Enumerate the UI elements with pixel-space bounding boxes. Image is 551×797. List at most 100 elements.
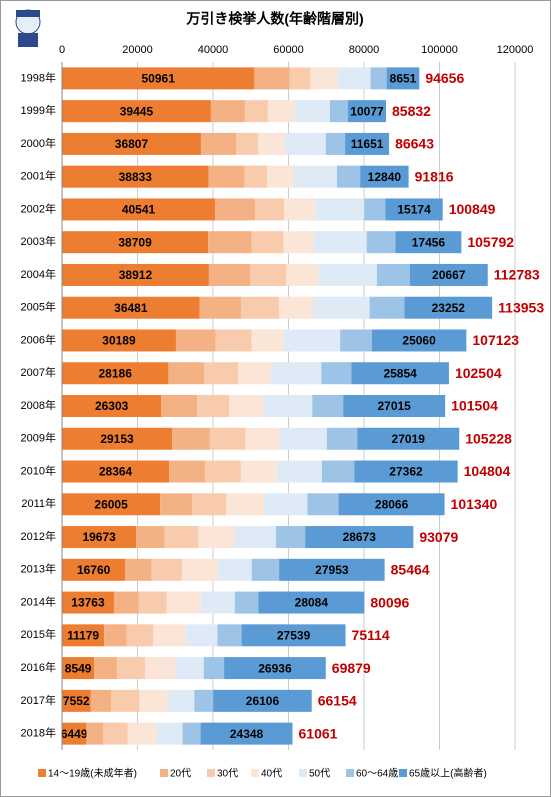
- bar-segment: [321, 362, 352, 385]
- bar-segment: [127, 722, 157, 745]
- y-tick-label: 2015年: [21, 627, 56, 641]
- bar-segment: [409, 263, 488, 286]
- total-label: 100849: [449, 201, 496, 217]
- bar-segment: [376, 263, 410, 286]
- total-label: 85832: [392, 103, 431, 119]
- bar-segment: [62, 526, 137, 549]
- x-tick-label: 80000: [349, 44, 380, 56]
- data-label: 23252: [432, 301, 466, 315]
- bar-segment: [204, 460, 241, 483]
- bar-segment: [258, 591, 365, 614]
- y-tick-label: 2008年: [21, 398, 56, 412]
- data-label: 10077: [350, 104, 384, 118]
- bar-segment: [103, 722, 128, 745]
- bar-segment: [257, 132, 285, 155]
- bar-segment: [208, 231, 252, 254]
- data-label: 36481: [114, 301, 148, 315]
- bar-segment: [360, 165, 409, 188]
- bar-segment: [278, 296, 313, 319]
- data-label: 13763: [71, 596, 105, 610]
- total-label: 104804: [464, 463, 511, 479]
- bar-segment: [395, 231, 462, 254]
- bar-segment: [138, 591, 167, 614]
- bar-segment: [236, 132, 258, 155]
- y-tick-label: 2009年: [21, 431, 56, 445]
- bar-segment: [312, 296, 370, 319]
- bar-segment: [161, 395, 198, 417]
- bar-segment: [156, 722, 183, 745]
- chart-title: 万引き検挙人数(年齢階層別): [185, 11, 363, 27]
- bar-segment: [318, 263, 377, 286]
- data-label: 24348: [230, 727, 264, 741]
- bar-segment: [200, 722, 293, 745]
- y-tick-label: 2017年: [21, 693, 56, 707]
- bar-segment: [305, 526, 414, 549]
- data-label: 25060: [402, 334, 436, 348]
- y-tick-label: 2002年: [21, 201, 56, 215]
- data-label: 7552: [63, 694, 90, 708]
- bar-segment: [62, 493, 161, 516]
- bar-segment: [62, 329, 176, 352]
- bar-segment: [267, 165, 294, 188]
- bar-segment: [86, 722, 104, 745]
- bar-segment: [169, 460, 205, 483]
- bar-segment: [351, 362, 449, 385]
- bar-segment: [284, 198, 316, 221]
- y-tick-label: 2000年: [21, 136, 56, 150]
- data-label: 8651: [390, 72, 417, 86]
- data-label: 36807: [115, 137, 149, 151]
- bar-segment: [62, 427, 173, 450]
- total-label: 69879: [332, 660, 371, 676]
- bar-segment: [284, 132, 326, 155]
- legend-label: 14～19歳(未成年者): [48, 767, 137, 780]
- bar-segment: [404, 296, 493, 319]
- total-label: 66154: [318, 693, 357, 709]
- data-label: 50961: [142, 72, 176, 86]
- bar-segment: [234, 526, 276, 549]
- bar-segment: [279, 558, 385, 581]
- bar-segment: [234, 591, 259, 614]
- bar-segment: [210, 100, 245, 123]
- bar-segment: [347, 100, 387, 123]
- bar-segment: [315, 198, 365, 221]
- total-label: 93079: [419, 529, 458, 545]
- legend-label: 50代: [309, 768, 330, 780]
- total-label: 75114: [352, 627, 390, 643]
- data-label: 26303: [95, 399, 129, 413]
- legend-swatch: [160, 769, 168, 777]
- bar-segment: [369, 296, 405, 319]
- y-tick-label: 2006年: [21, 332, 56, 346]
- bar-segment: [283, 329, 341, 352]
- data-label: 26005: [94, 497, 128, 511]
- bar-segment: [276, 460, 322, 483]
- y-tick-label: 2012年: [21, 529, 56, 543]
- y-tick-label: 2018年: [21, 726, 56, 740]
- data-label: 38912: [119, 268, 153, 282]
- data-label: 27362: [389, 465, 423, 479]
- bar-segment: [270, 362, 322, 385]
- data-label: 15174: [397, 203, 431, 217]
- total-label: 113953: [498, 299, 544, 315]
- bar-segment: [167, 689, 195, 712]
- bar-segment: [310, 67, 338, 90]
- data-label: 8549: [65, 661, 92, 675]
- total-label: 102504: [455, 365, 502, 381]
- x-tick-label: 60000: [273, 44, 304, 56]
- legend-swatch: [399, 769, 407, 777]
- bar-segment: [204, 362, 239, 385]
- bar-segment: [354, 460, 458, 483]
- x-tick-label: 0: [59, 44, 65, 56]
- total-label: 101504: [451, 398, 498, 414]
- data-label: 11651: [351, 137, 384, 151]
- bar-segment: [94, 657, 117, 680]
- legend-swatch: [251, 769, 259, 777]
- bar-segment: [62, 591, 114, 614]
- bar-segment: [62, 263, 209, 286]
- bar-segment: [321, 460, 355, 483]
- bar-segment: [279, 427, 327, 450]
- bar-segment: [217, 558, 252, 581]
- data-label: 28066: [375, 497, 409, 511]
- bar-segment: [139, 689, 168, 712]
- data-label: 11179: [67, 629, 99, 643]
- data-label: 27539: [277, 629, 311, 643]
